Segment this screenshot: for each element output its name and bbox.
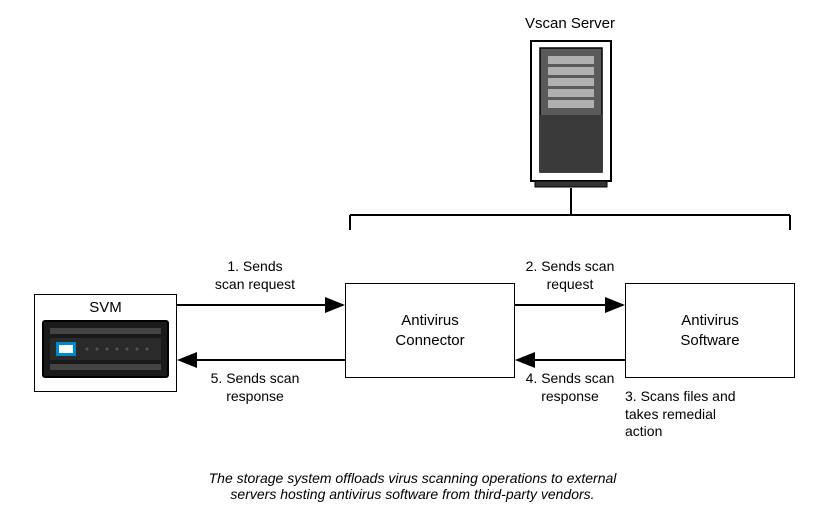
step-5-label: 5. Sends scan response: [195, 370, 315, 405]
step-3-label: 3. Scans files and takes remedial action: [625, 388, 775, 441]
caption-line-2: servers hosting antivirus software from …: [0, 486, 825, 502]
step-2-label: 2. Sends scan request: [510, 258, 630, 293]
caption-line-1: The storage system offloads virus scanni…: [0, 470, 825, 486]
step-1-label: 1. Sends scan request: [195, 258, 315, 293]
step-4-label: 4. Sends scan response: [510, 370, 630, 405]
flow-arrows: [0, 0, 825, 525]
caption: The storage system offloads virus scanni…: [0, 470, 825, 502]
